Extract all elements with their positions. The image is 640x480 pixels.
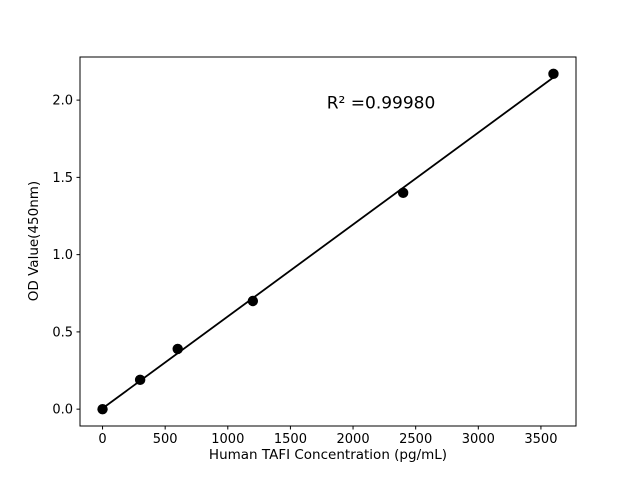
y-tick-label: 0.0 — [52, 403, 73, 418]
x-tick-label: 1500 — [274, 432, 307, 447]
x-tick-label: 500 — [153, 432, 178, 447]
y-tick-label: 1.0 — [52, 248, 73, 263]
x-tick-label: 2500 — [399, 432, 432, 447]
plot-frame — [79, 56, 577, 427]
data-point — [397, 187, 409, 199]
data-point — [247, 295, 259, 307]
x-tick-label: 1000 — [211, 432, 244, 447]
y-tick-label: 0.5 — [52, 325, 73, 340]
x-tick-label: 3000 — [462, 432, 495, 447]
data-point — [172, 343, 183, 355]
data-point — [134, 374, 146, 385]
x-axis-label: Human TAFI Concentration (pg/mL) — [208, 447, 448, 463]
x-tick-label: 3500 — [524, 432, 557, 447]
y-tick-label: 1.5 — [52, 171, 73, 186]
y-axis-label: OD Value(450nm) — [26, 180, 43, 302]
fit-line — [102, 76, 554, 410]
x-tick-label: 2000 — [337, 432, 370, 447]
data-point — [548, 68, 559, 80]
data-point — [97, 403, 108, 415]
r-squared-annotation: R² =0.99980 — [327, 94, 436, 114]
y-tick-label: 2.0 — [52, 94, 73, 109]
x-tick-label: 0 — [98, 432, 106, 447]
